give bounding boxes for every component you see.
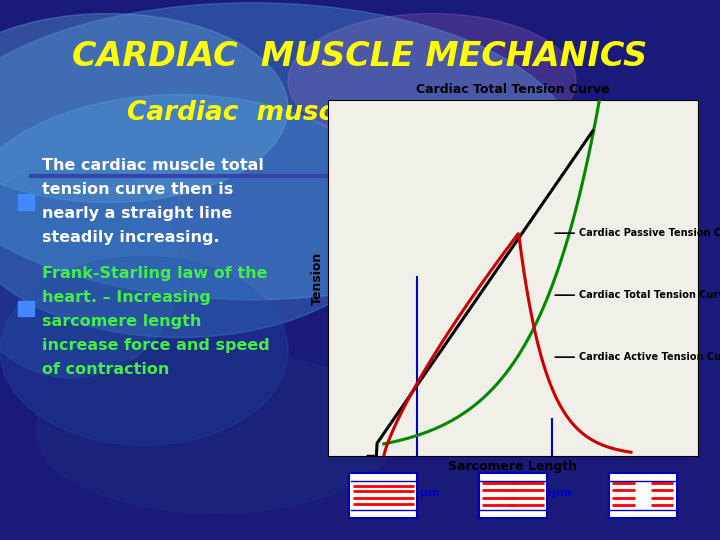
- Text: Cardiac Active Tension Curve: Cardiac Active Tension Curve: [580, 352, 720, 362]
- Text: Cardiac Total Tension Curve: Cardiac Total Tension Curve: [580, 290, 720, 300]
- Ellipse shape: [0, 3, 576, 300]
- Text: Cardiac  muscle Length-Tension: Cardiac muscle Length-Tension: [127, 100, 593, 126]
- Ellipse shape: [288, 14, 576, 148]
- Text: Frank-Starling law of the
heart. – Increasing
sarcomere length
increase force an: Frank-Starling law of the heart. – Incre…: [42, 266, 269, 377]
- X-axis label: Sarcomere Length: Sarcomere Length: [449, 461, 577, 474]
- Ellipse shape: [0, 14, 288, 202]
- Ellipse shape: [0, 94, 396, 338]
- Ellipse shape: [36, 351, 396, 513]
- FancyBboxPatch shape: [18, 301, 34, 316]
- FancyBboxPatch shape: [18, 194, 34, 210]
- Y-axis label: Tension: Tension: [310, 252, 323, 305]
- Ellipse shape: [0, 256, 288, 446]
- Text: Cardiac Passive Tension Curve: Cardiac Passive Tension Curve: [580, 228, 720, 238]
- Title: Cardiac Total Tension Curve: Cardiac Total Tension Curve: [416, 83, 610, 96]
- Text: 2.2μm: 2.2μm: [533, 488, 572, 498]
- Ellipse shape: [0, 162, 180, 378]
- Text: CARDIAC  MUSCLE MECHANICS: CARDIAC MUSCLE MECHANICS: [73, 40, 647, 73]
- FancyBboxPatch shape: [479, 473, 547, 518]
- Text: 1.6 μm: 1.6 μm: [396, 488, 439, 498]
- FancyBboxPatch shape: [349, 473, 417, 518]
- FancyBboxPatch shape: [609, 473, 677, 518]
- Text: The cardiac muscle total
tension curve then is
nearly a straight line
steadily i: The cardiac muscle total tension curve t…: [42, 158, 264, 246]
